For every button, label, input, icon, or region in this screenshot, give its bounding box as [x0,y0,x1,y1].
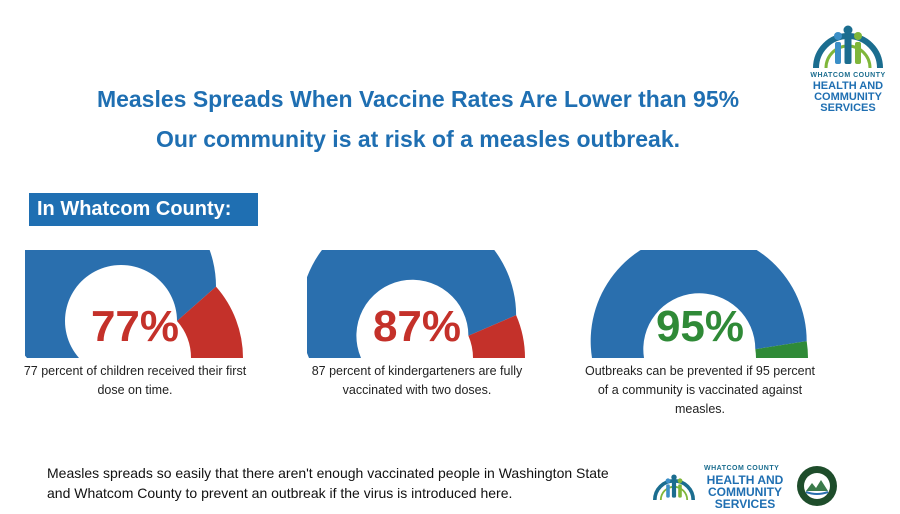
gauge-arc [590,250,808,358]
footer-text: Measles spreads so easily that there are… [47,465,609,501]
logo-org-name: HEALTH AND COMMUNITY SERVICES [706,473,784,511]
gauge-value-arc [307,250,517,358]
gauge-percent: 87% [372,302,462,351]
org-logo-icon [653,474,695,501]
gauge-percent: 95% [655,302,745,351]
gauge-value-arc [590,250,807,358]
gauge-caption: 87 percent of kindergarteners are fully … [311,364,523,397]
gauge-arc [25,250,243,358]
page-subheadline: Our community is at risk of a measles ou… [155,126,681,152]
gauge-caption: Outbreaks can be prevented if 95 percent… [584,364,815,416]
page-headline: Measles Spreads When Vaccine Rates Are L… [96,86,740,112]
gauge-arc [307,250,525,358]
org-logo: WHATCOM COUNTY HEALTH AND COMMUNITY SERV… [808,14,888,114]
gauge-remainder-arc [177,286,243,358]
section-label: In Whatcom County: [29,193,258,226]
gauge-remainder-arc [468,315,525,358]
logo-org-name: HEALTH AND COMMUNITY SERVICES [812,80,884,114]
gauge-remainder-arc [755,341,808,358]
gauge-percent: 77% [90,302,180,351]
gauge-first-dose: 77% [25,250,245,362]
gauge-threshold: 95% [590,250,810,362]
org-logo-icon [813,25,883,69]
logo-org-small: WHATCOM COUNTY [704,465,780,472]
logo-org-small: WHATCOM COUNTY [810,72,886,79]
footer-logos: WHATCOM COUNTY HEALTH AND COMMUNITY SERV… [650,463,840,511]
gauge-kindergarten: 87% [307,250,527,362]
gauge-caption: 77 percent of children received their fi… [23,364,247,397]
gauge-value-arc [25,250,217,358]
county-seal-icon [797,466,837,506]
